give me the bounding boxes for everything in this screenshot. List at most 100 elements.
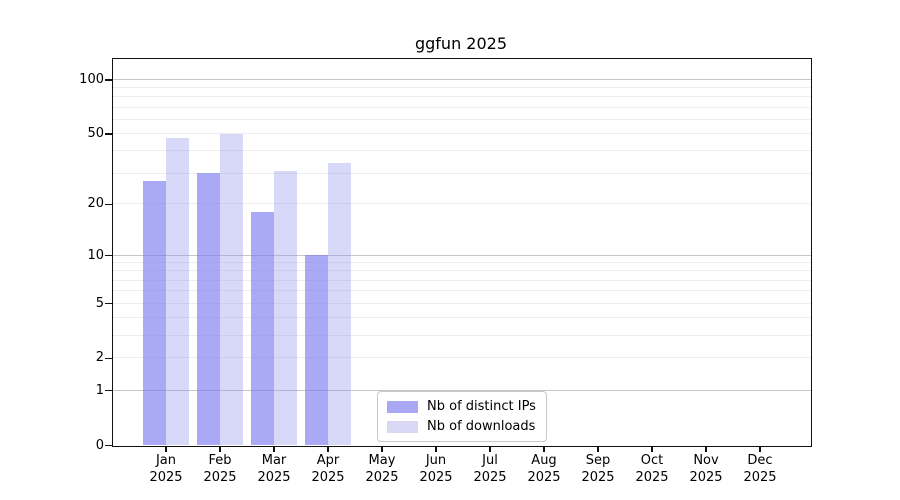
x-tick-mark-may	[381, 447, 383, 452]
x-tick-label-may: May 2025	[354, 452, 410, 486]
x-tick-label-dec: Dec 2025	[732, 452, 788, 486]
y-tick-label-10: 10	[87, 247, 104, 263]
legend-swatch-downloads	[387, 420, 418, 433]
x-tick-year: 2025	[419, 470, 453, 485]
x-tick-month: May	[368, 453, 396, 468]
x-tick-mark-apr	[327, 447, 329, 452]
x-tick-label-apr: Apr 2025	[300, 452, 356, 486]
gridline-major-100	[113, 78, 811, 80]
gridline-minor-80	[113, 96, 811, 98]
y-tick-label-20: 20	[87, 196, 104, 212]
legend-label-distinct-ips: Nb of distinct IPs	[427, 399, 536, 414]
x-tick-label-jul: Jul 2025	[462, 452, 518, 486]
y-tick-label-0: 0	[95, 437, 104, 453]
x-tick-year: 2025	[743, 470, 777, 485]
gridline-major-1	[113, 389, 811, 391]
x-tick-year: 2025	[635, 470, 669, 485]
x-tick-label-feb: Feb 2025	[192, 452, 248, 486]
gridline-minor-70	[113, 106, 811, 108]
legend: Nb of distinct IPs Nb of downloads	[377, 391, 547, 442]
y-tick-mark-5	[105, 302, 112, 305]
bar-downloads-jan	[165, 138, 189, 445]
y-tick-mark-10	[105, 254, 112, 257]
legend-entry-downloads: Nb of downloads	[387, 418, 536, 435]
bar-downloads-apr	[327, 163, 351, 445]
x-tick-year: 2025	[149, 470, 183, 485]
x-tick-label-aug: Aug 2025	[516, 452, 572, 486]
x-tick-month: Apr	[316, 453, 340, 468]
bar-distinct-ips-mar	[250, 211, 274, 445]
x-tick-month: Jan	[155, 453, 177, 468]
gridline-minor-4	[113, 317, 811, 319]
gridline-minor-20	[113, 203, 811, 205]
x-tick-label-sep: Sep 2025	[570, 452, 626, 486]
y-tick-label-100: 100	[79, 71, 104, 87]
legend-label-downloads: Nb of downloads	[427, 419, 536, 434]
x-tick-mark-sep	[597, 447, 599, 452]
x-tick-label-nov: Nov 2025	[678, 452, 734, 486]
gridline-minor-5	[113, 302, 811, 304]
x-tick-mark-jul	[489, 447, 491, 452]
x-tick-month: Sep	[585, 453, 611, 468]
bar-distinct-ips-jan	[142, 181, 166, 445]
bar-distinct-ips-feb	[196, 173, 220, 445]
x-tick-mark-oct	[651, 447, 653, 452]
x-tick-year: 2025	[311, 470, 345, 485]
y-tick-label-1: 1	[95, 382, 104, 398]
x-tick-mark-nov	[705, 447, 707, 452]
x-tick-month: Feb	[208, 453, 232, 468]
y-tick-label-50: 50	[87, 126, 104, 142]
x-tick-month: Oct	[640, 453, 664, 468]
gridline-minor-30	[113, 172, 811, 174]
x-tick-year: 2025	[257, 470, 291, 485]
y-tick-mark-1	[105, 390, 112, 392]
y-tick-mark-0	[105, 444, 112, 447]
x-tick-month: Nov	[693, 453, 719, 468]
x-tick-label-jun: Jun 2025	[408, 452, 464, 486]
x-tick-mark-dec	[759, 447, 761, 452]
x-tick-mark-jan	[165, 447, 167, 452]
chart-title: ggfun 2025	[414, 34, 508, 53]
x-tick-month: Dec	[747, 453, 773, 468]
gridline-minor-50	[113, 133, 811, 135]
gridline-minor-40	[113, 150, 811, 152]
x-tick-year: 2025	[689, 470, 723, 485]
gridline-minor-7	[113, 279, 811, 281]
x-tick-month: Jun	[425, 453, 447, 468]
gridline-major-10	[113, 254, 811, 256]
bar-downloads-feb	[219, 133, 243, 445]
x-tick-month: Mar	[261, 453, 287, 468]
x-tick-mark-aug	[543, 447, 545, 452]
y-tick-mark-20	[105, 203, 112, 205]
gridline-minor-3	[113, 334, 811, 336]
legend-swatch-distinct-ips	[387, 400, 418, 413]
y-tick-mark-50	[105, 133, 112, 135]
y-tick-label-5: 5	[95, 295, 104, 311]
y-tick-mark-100	[105, 79, 112, 81]
x-tick-year: 2025	[527, 470, 561, 485]
x-tick-label-oct: Oct 2025	[624, 452, 680, 486]
gridline-minor-90	[113, 87, 811, 89]
gridline-minor-8	[113, 270, 811, 272]
bar-downloads-mar	[273, 170, 297, 445]
x-tick-year: 2025	[473, 470, 507, 485]
x-tick-mark-feb	[219, 447, 221, 452]
gridline-minor-9	[113, 262, 811, 264]
gridline-minor-6	[113, 290, 811, 292]
x-tick-label-mar: Mar 2025	[246, 452, 302, 486]
x-tick-year: 2025	[365, 470, 399, 485]
x-tick-mark-jun	[435, 447, 437, 452]
gridline-minor-2	[113, 357, 811, 359]
bar-distinct-ips-apr	[304, 255, 328, 445]
x-tick-month: Jul	[482, 453, 498, 468]
legend-entry-distinct-ips: Nb of distinct IPs	[387, 398, 536, 415]
x-tick-year: 2025	[203, 470, 237, 485]
x-tick-year: 2025	[581, 470, 615, 485]
x-tick-label-jan: Jan 2025	[138, 452, 194, 486]
x-tick-mark-mar	[273, 447, 275, 452]
y-tick-label-2: 2	[95, 350, 104, 366]
x-tick-month: Aug	[531, 453, 557, 468]
gridline-minor-60	[113, 118, 811, 120]
y-tick-mark-2	[105, 357, 112, 360]
